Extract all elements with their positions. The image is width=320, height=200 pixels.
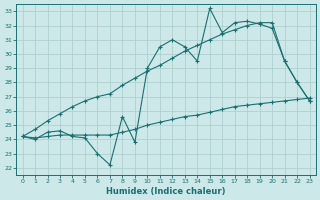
X-axis label: Humidex (Indice chaleur): Humidex (Indice chaleur) — [106, 187, 226, 196]
